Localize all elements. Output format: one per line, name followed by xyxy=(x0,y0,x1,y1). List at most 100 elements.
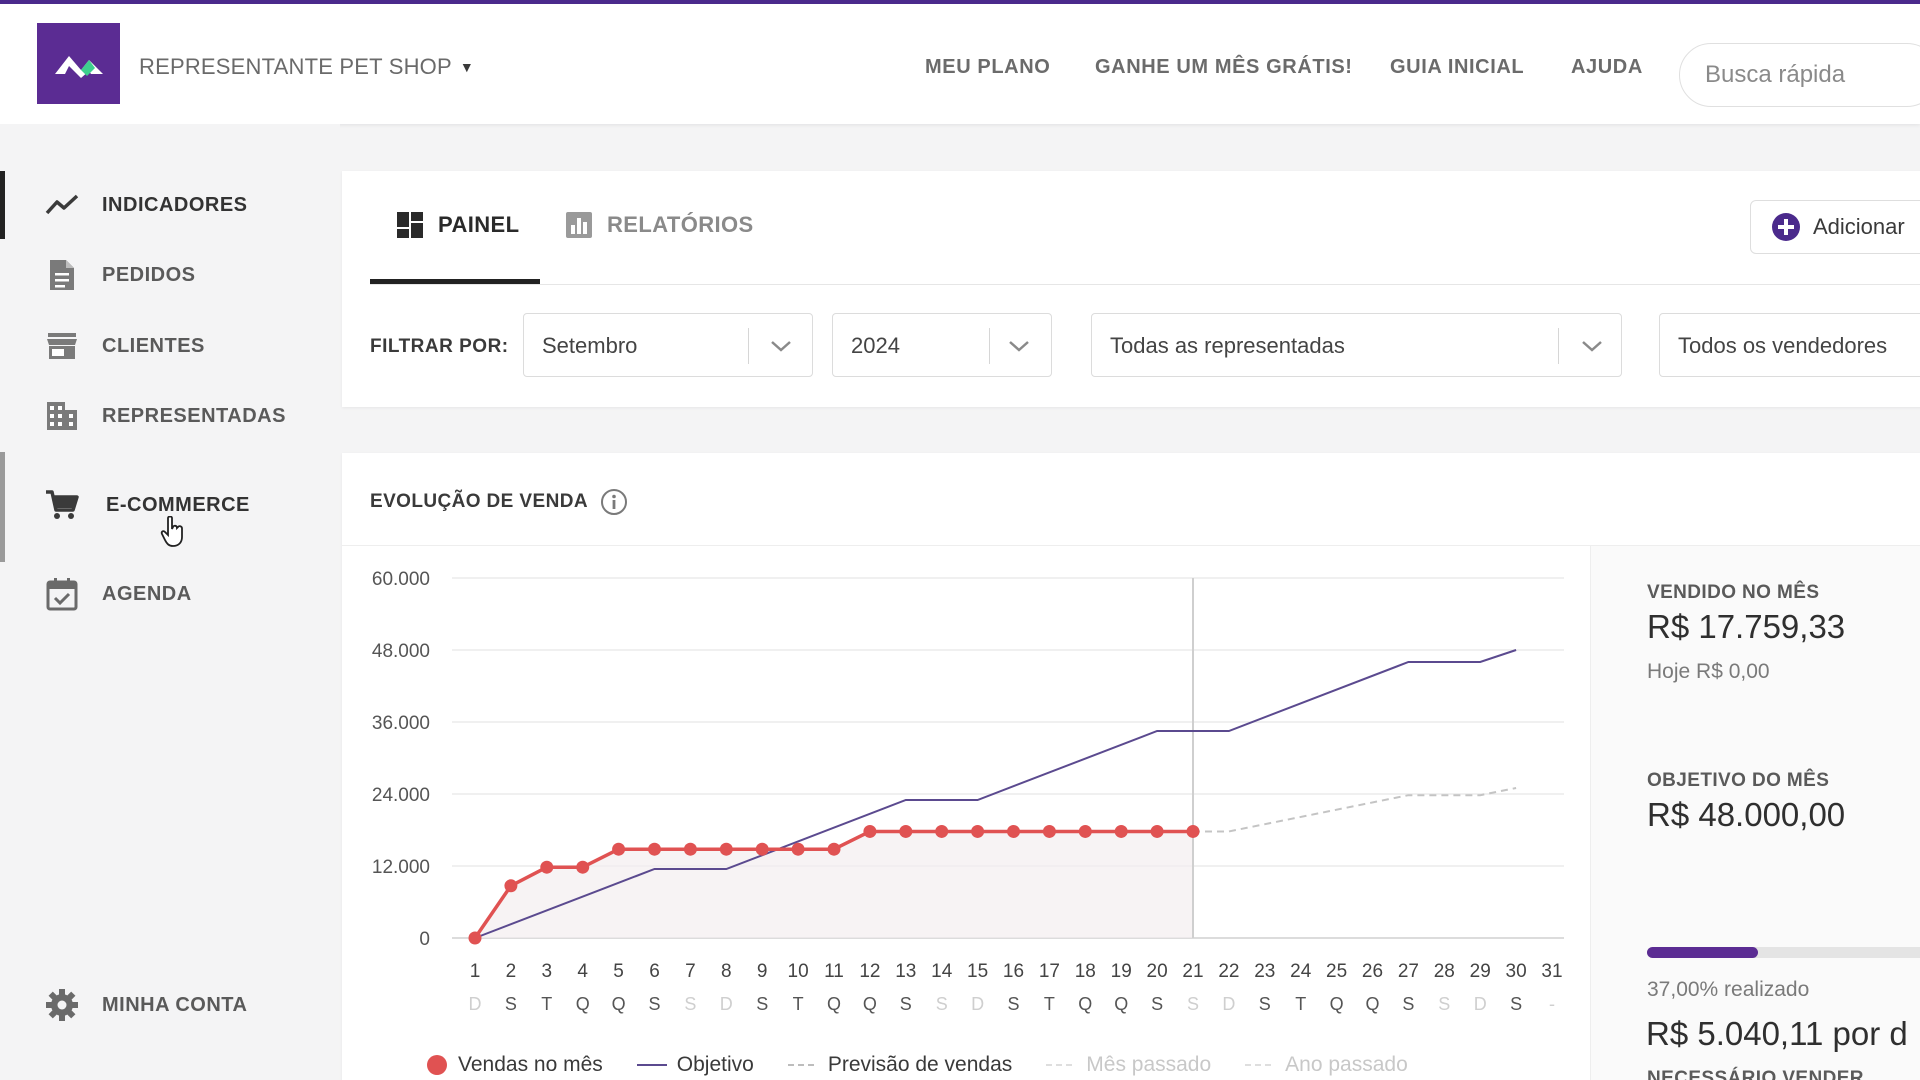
building-icon xyxy=(43,397,81,435)
chart-legend: Vendas no mês Objetivo Previsão de venda… xyxy=(426,1053,1408,1077)
x-tick-weekday: D xyxy=(1222,994,1235,1014)
logo-mark-icon xyxy=(54,55,103,78)
sidebar-item-pedidos[interactable]: PEDIDOS xyxy=(0,247,340,303)
card-title-text: EVOLUÇÃO DE VENDA xyxy=(370,491,588,512)
x-tick-weekday: Q xyxy=(863,994,877,1014)
sales-point xyxy=(827,842,841,856)
x-tick-weekday: S xyxy=(684,994,696,1014)
sidebar-item-e-commerce[interactable]: E-COMMERCE xyxy=(0,477,340,533)
search-input[interactable]: Busca rápida xyxy=(1679,43,1920,107)
sidebar-item-indicadores[interactable]: INDICADORES xyxy=(0,177,340,233)
legend-label: Ano passado xyxy=(1285,1053,1408,1076)
x-tick-weekday: Q xyxy=(1114,994,1128,1014)
legend-item-last-year[interactable]: Ano passado xyxy=(1245,1053,1408,1077)
x-tick-weekday: Q xyxy=(576,994,590,1014)
sidebar-item-label: MINHA CONTA xyxy=(102,993,248,1016)
trend-line-icon xyxy=(43,186,81,224)
x-tick-day: 23 xyxy=(1254,961,1275,982)
sold-month-label: VENDIDO NO MÊS xyxy=(1647,582,1820,603)
legend-item-last-month[interactable]: Mês passado xyxy=(1046,1053,1211,1077)
sales-point xyxy=(755,842,769,856)
legend-item-forecast[interactable]: Previsão de vendas xyxy=(787,1053,1013,1077)
legend-dashed-line-icon xyxy=(787,1064,818,1066)
add-button[interactable]: Adicionar xyxy=(1750,200,1920,254)
x-tick-day: 12 xyxy=(859,961,880,982)
x-tick-day: 30 xyxy=(1506,961,1527,982)
legend-dashed-line-icon xyxy=(1046,1064,1077,1066)
x-tick-weekday: S xyxy=(1402,994,1414,1014)
x-tick-weekday: T xyxy=(541,994,552,1014)
card-title: EVOLUÇÃO DE VENDA xyxy=(370,488,628,516)
x-tick-weekday: D xyxy=(971,994,984,1014)
top-header: REPRESENTANTE PET SHOP ▼ MEU PLANO GANHE… xyxy=(0,0,1920,124)
x-tick-day: 22 xyxy=(1218,961,1239,982)
sellers-select[interactable]: Todos os vendedores xyxy=(1659,313,1920,377)
x-tick-day: 26 xyxy=(1362,961,1383,982)
sellers-select-value: Todos os vendedores xyxy=(1678,333,1888,358)
gear-icon xyxy=(43,986,81,1024)
sidebar-item-minha-conta[interactable]: MINHA CONTA xyxy=(0,977,340,1033)
year-select[interactable]: 2024 xyxy=(832,313,1052,377)
x-tick-day: 29 xyxy=(1470,961,1491,982)
sidebar: INDICADORES PEDIDOS CLIENTES REPRESENTAD… xyxy=(0,124,340,1080)
x-tick-day: 31 xyxy=(1541,961,1562,982)
sales-point xyxy=(791,842,805,856)
nav-guia-inicial[interactable]: GUIA INICIAL xyxy=(1390,56,1525,78)
tab-label: RELATÓRIOS xyxy=(607,212,754,237)
calendar-check-icon xyxy=(43,575,81,613)
app-logo[interactable] xyxy=(37,23,120,104)
x-tick-day: 5 xyxy=(613,961,624,982)
x-tick-weekday: S xyxy=(900,994,912,1014)
x-tick-weekday: T xyxy=(1044,994,1055,1014)
sales-point xyxy=(863,824,877,838)
legend-item-sales[interactable]: Vendas no mês xyxy=(426,1053,603,1077)
x-tick-day: 24 xyxy=(1290,961,1312,982)
goal-line xyxy=(474,649,1517,939)
represented-select[interactable]: Todas as representadas xyxy=(1091,313,1622,377)
filter-label: FILTRAR POR: xyxy=(370,336,509,357)
sales-evolution-chart: 0 12.000 24.000 36.000 48.000 60.000 1 D 2 S 3 T 4 Q 5… xyxy=(372,569,1564,1014)
hand-cursor-icon xyxy=(160,515,186,553)
sales-point xyxy=(576,860,590,874)
active-tab-underline xyxy=(370,279,540,284)
x-tick-weekday: S xyxy=(1438,994,1450,1014)
nav-ganhe-mes-gratis[interactable]: GANHE UM MÊS GRÁTIS! xyxy=(1095,56,1353,78)
sales-point xyxy=(935,824,949,838)
x-tick-weekday: Q xyxy=(1078,994,1092,1014)
x-tick-weekday: Q xyxy=(1365,994,1379,1014)
sidebar-item-representadas[interactable]: REPRESENTADAS xyxy=(0,388,340,444)
x-tick-day: 14 xyxy=(931,961,953,982)
sidebar-item-label: PEDIDOS xyxy=(102,263,196,286)
goal-month-label: OBJETIVO DO MÊS xyxy=(1647,770,1830,791)
tab-relatorios[interactable]: RELATÓRIOS xyxy=(565,211,754,239)
legend-dashed-line-icon xyxy=(1245,1064,1276,1066)
sidebar-item-label: INDICADORES xyxy=(102,193,248,216)
sidebar-item-clientes[interactable]: CLIENTES xyxy=(0,318,340,374)
nav-meu-plano[interactable]: MEU PLANO xyxy=(925,56,1051,78)
month-select[interactable]: Setembro xyxy=(523,313,813,377)
y-tick-label: 12.000 xyxy=(372,857,430,878)
x-tick-day: 10 xyxy=(788,961,809,982)
sales-point xyxy=(971,824,985,838)
needed-sell-label: NECESSÁRIO VENDER xyxy=(1647,1068,1864,1080)
company-selector[interactable]: REPRESENTANTE PET SHOP ▼ xyxy=(139,54,474,80)
search-placeholder: Busca rápida xyxy=(1705,61,1846,88)
legend-label: Previsão de vendas xyxy=(827,1053,1013,1076)
chevron-down-icon xyxy=(1009,341,1029,352)
caret-down-icon: ▼ xyxy=(459,59,474,75)
tab-painel[interactable]: PAINEL xyxy=(396,211,519,239)
x-tick-day: 16 xyxy=(1003,961,1024,982)
x-tick-day: 2 xyxy=(506,961,517,982)
x-tick-day: 3 xyxy=(542,961,553,982)
info-icon[interactable] xyxy=(600,488,628,516)
sidebar-item-agenda[interactable]: AGENDA xyxy=(0,566,340,622)
x-tick-weekday: - xyxy=(1549,994,1555,1014)
nav-ajuda[interactable]: AJUDA xyxy=(1571,56,1643,78)
sidebar-item-label: E-COMMERCE xyxy=(106,493,250,516)
document-icon xyxy=(43,256,81,294)
x-tick-weekday: S xyxy=(505,994,517,1014)
sales-point xyxy=(540,860,554,874)
x-tick-weekday: S xyxy=(1510,994,1522,1014)
year-select-value: 2024 xyxy=(851,333,900,358)
legend-item-goal[interactable]: Objetivo xyxy=(636,1053,754,1077)
